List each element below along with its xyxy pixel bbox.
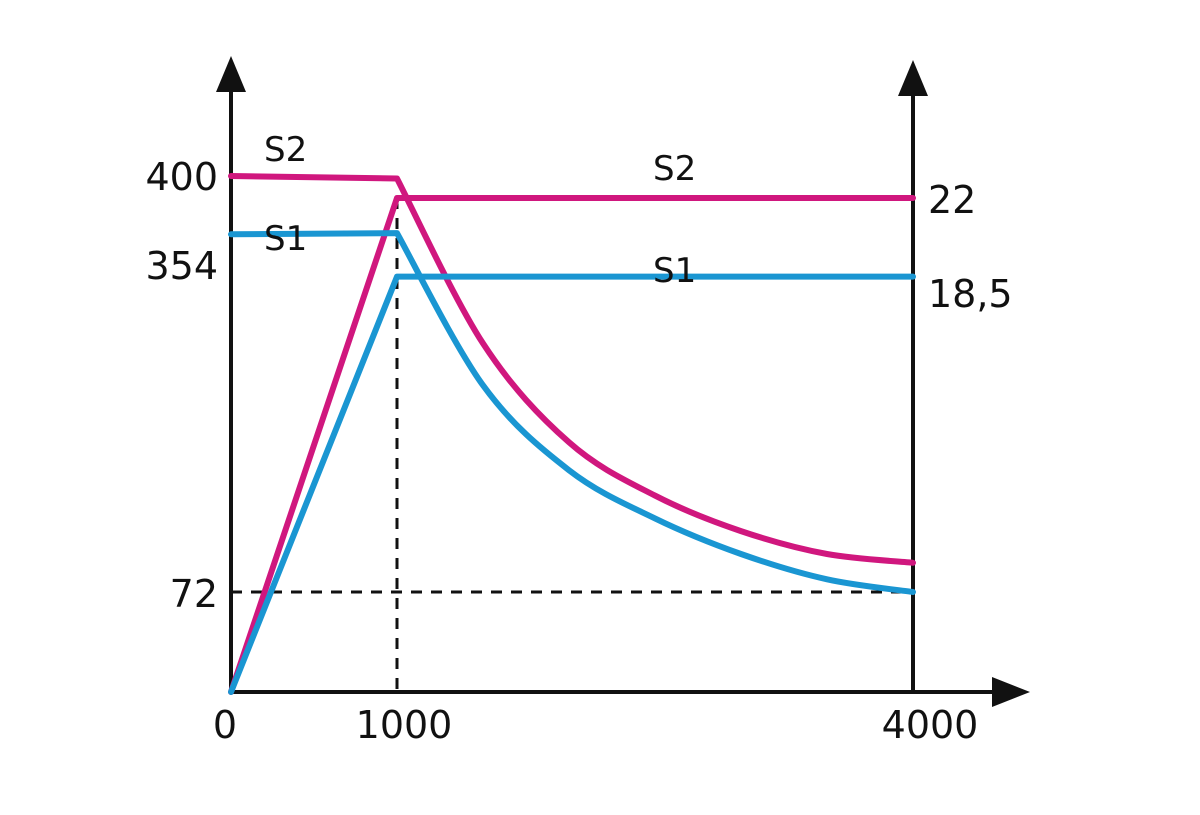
right-y-tick-22: 22 bbox=[928, 178, 976, 222]
left-y-axis-arrow-icon bbox=[216, 56, 246, 92]
s2-torque-label: S2 bbox=[264, 130, 307, 170]
s1-torque-line bbox=[228, 230, 916, 595]
s1-torque-label: S1 bbox=[264, 219, 307, 259]
right-y-tick-18-5: 18,5 bbox=[928, 272, 1013, 316]
s2-power-line bbox=[228, 195, 916, 695]
s1-power-label: S1 bbox=[653, 251, 696, 291]
left-y-tick-354: 354 bbox=[145, 244, 218, 288]
right-y-axis-arrow-icon bbox=[898, 60, 928, 96]
left-y-tick-400: 400 bbox=[145, 155, 218, 199]
x-tick-4000: 4000 bbox=[882, 703, 979, 747]
x-axis-arrow-icon bbox=[992, 677, 1030, 707]
s2-torque-line bbox=[228, 173, 916, 566]
x-tick-1000: 1000 bbox=[356, 703, 453, 747]
left-y-tick-72: 72 bbox=[170, 572, 218, 616]
x-tick-0: 0 bbox=[213, 703, 237, 747]
s2-power-label: S2 bbox=[653, 149, 696, 189]
s1-power-line bbox=[228, 273, 916, 695]
